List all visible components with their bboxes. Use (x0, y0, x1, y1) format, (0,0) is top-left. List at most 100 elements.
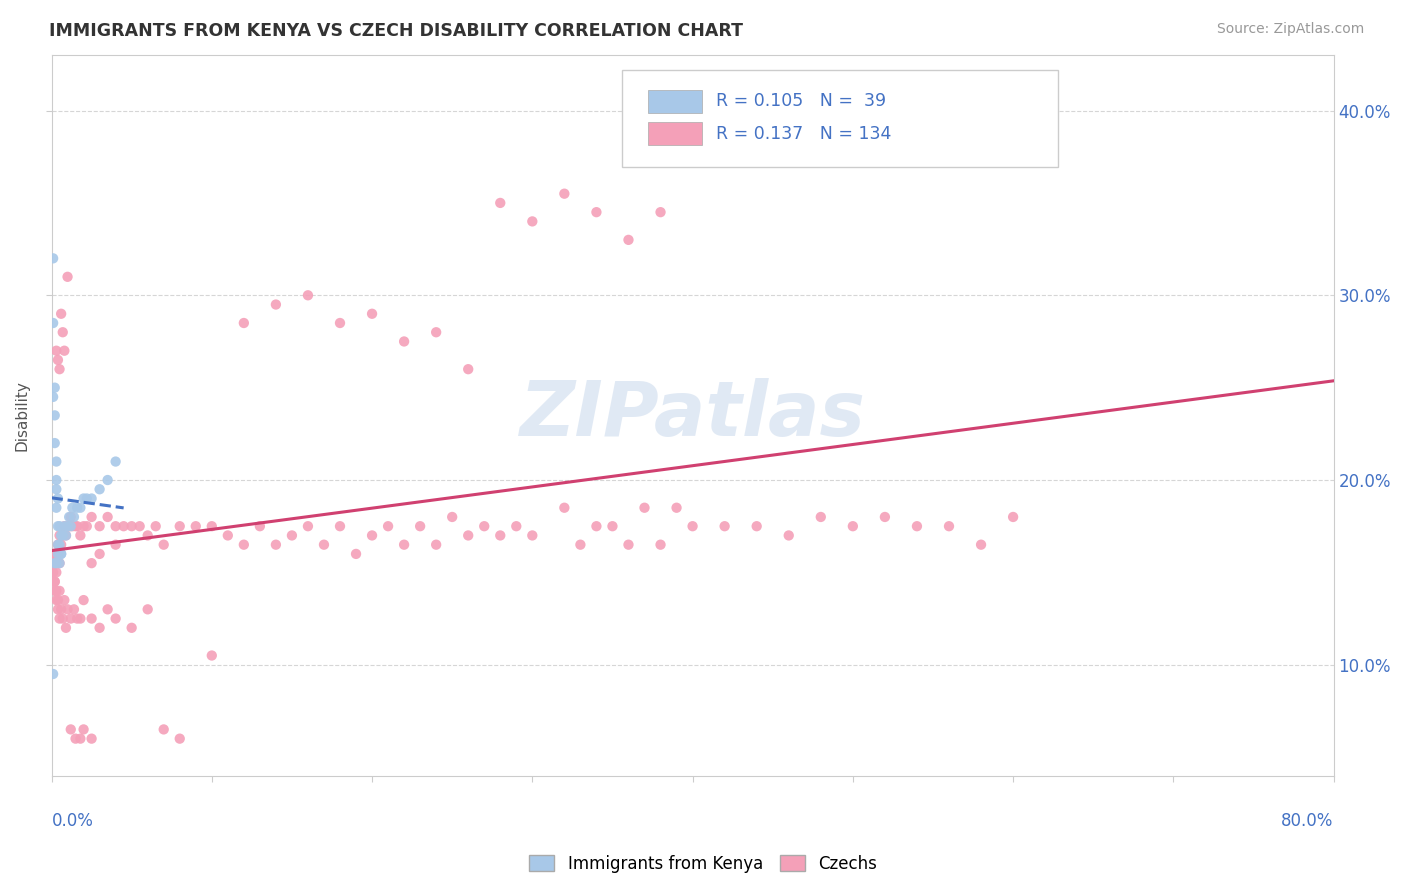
Point (80, 556, 103, 570)
Point (66, 611, 89, 625)
Point (232, 538, 254, 552)
Point (49, 528, 72, 542)
Point (89, 519, 111, 533)
Point (104, 611, 127, 625)
Point (65, 731, 87, 746)
Point (361, 528, 384, 542)
Point (59, 510, 82, 524)
Point (344, 547, 367, 561)
Point (104, 519, 127, 533)
Point (281, 528, 304, 542)
Point (46, 519, 69, 533)
Point (46, 602, 69, 616)
Point (361, 307, 384, 321)
Text: R = 0.137   N = 134: R = 0.137 N = 134 (716, 125, 891, 143)
Point (778, 528, 800, 542)
Point (152, 723, 174, 737)
Point (69, 731, 91, 746)
Point (713, 519, 735, 533)
Point (76, 519, 98, 533)
Point (873, 510, 896, 524)
Point (49, 602, 72, 616)
Point (60, 519, 83, 533)
Point (45, 483, 67, 497)
Point (46, 538, 69, 552)
Point (53, 519, 76, 533)
Point (72, 593, 94, 607)
Point (184, 519, 207, 533)
Point (121, 519, 143, 533)
Point (52, 325, 75, 339)
Point (329, 316, 352, 330)
Point (56, 519, 79, 533)
Point (76, 491, 98, 506)
Bar (648, 90, 702, 112)
Point (48, 556, 70, 570)
Point (264, 538, 287, 552)
Point (44, 556, 66, 570)
Point (66, 500, 89, 515)
Point (217, 528, 239, 542)
Point (650, 205, 672, 219)
Point (45, 556, 67, 570)
Point (312, 538, 335, 552)
Point (69, 528, 91, 542)
Point (505, 519, 527, 533)
Point (52, 528, 75, 542)
Point (59, 723, 82, 737)
Point (60, 500, 83, 515)
Point (48, 362, 70, 376)
Point (89, 483, 111, 497)
Text: Source: ZipAtlas.com: Source: ZipAtlas.com (1216, 22, 1364, 37)
Point (48, 519, 70, 533)
Point (48, 538, 70, 552)
Point (69, 500, 91, 515)
Point (69, 611, 91, 625)
Point (392, 334, 415, 349)
Point (42, 667, 65, 681)
Point (585, 205, 607, 219)
Point (169, 731, 191, 746)
Point (80, 731, 103, 746)
Point (63, 602, 86, 616)
Point (441, 510, 464, 524)
Point (617, 233, 640, 247)
Point (553, 500, 575, 515)
Point (42, 390, 65, 404)
Point (633, 500, 655, 515)
Point (42, 566, 65, 580)
Point (80, 510, 103, 524)
Point (42, 316, 65, 330)
Point (53, 343, 76, 358)
Point (905, 519, 928, 533)
Point (42, 556, 65, 570)
Point (72, 519, 94, 533)
Point (128, 519, 150, 533)
Point (457, 528, 479, 542)
Point (425, 325, 447, 339)
Text: 80.0%: 80.0% (1281, 812, 1334, 830)
Point (72, 491, 94, 506)
Point (89, 547, 111, 561)
Point (409, 519, 432, 533)
Legend: Immigrants from Kenya, Czechs: Immigrants from Kenya, Czechs (523, 848, 883, 880)
Point (201, 648, 224, 663)
Point (136, 528, 159, 542)
Point (377, 519, 399, 533)
Point (56, 269, 79, 284)
Point (44, 583, 66, 598)
Point (63, 510, 86, 524)
Point (329, 519, 352, 533)
Point (56, 519, 79, 533)
Text: IMMIGRANTS FROM KENYA VS CZECH DISABILITY CORRELATION CHART: IMMIGRANTS FROM KENYA VS CZECH DISABILIT… (49, 22, 744, 40)
Point (58, 510, 80, 524)
Point (45, 593, 67, 607)
Point (65, 519, 87, 533)
Point (665, 500, 688, 515)
Point (49, 547, 72, 561)
Point (297, 288, 319, 302)
Point (264, 297, 287, 311)
Point (48, 556, 70, 570)
Point (45, 473, 67, 487)
Point (297, 519, 319, 533)
